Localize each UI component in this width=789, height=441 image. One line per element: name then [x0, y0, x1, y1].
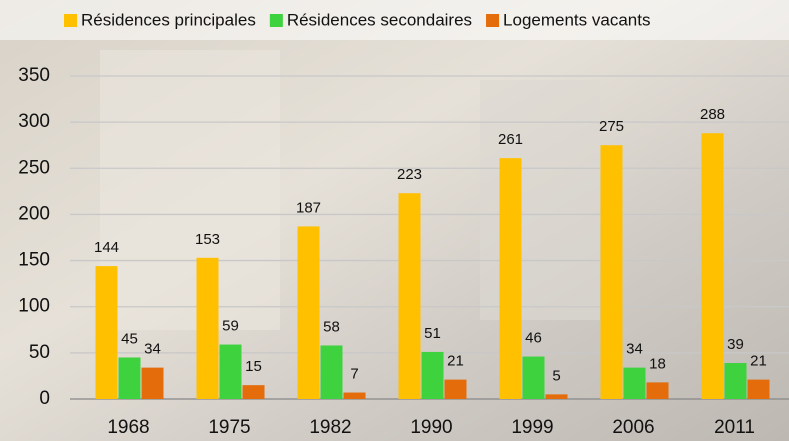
x-tick-label: 1999 — [511, 417, 553, 438]
bar — [545, 394, 568, 399]
value-label: 153 — [195, 231, 220, 248]
value-label: 7 — [350, 366, 358, 383]
bar — [623, 367, 646, 399]
bar — [219, 344, 242, 399]
bar — [499, 158, 522, 399]
value-label: 21 — [447, 353, 464, 370]
value-label: 34 — [626, 341, 643, 358]
y-tick-label: 50 — [29, 342, 50, 363]
bar — [701, 133, 724, 399]
bar — [95, 266, 118, 399]
value-label: 288 — [700, 106, 725, 123]
legend: Résidences principales Résidences seconda… — [64, 10, 650, 29]
x-tick-label: 2011 — [714, 417, 755, 438]
y-tick-label: 350 — [18, 65, 50, 86]
y-tick-label: 250 — [18, 157, 50, 178]
value-label: 46 — [525, 330, 542, 347]
legend-band — [0, 0, 789, 40]
value-label: 18 — [649, 355, 666, 372]
bar — [141, 367, 164, 399]
legend-label: Résidences secondaires — [287, 10, 472, 29]
x-tick-label: 1968 — [107, 417, 149, 438]
value-label: 21 — [750, 353, 767, 370]
legend-swatch — [269, 14, 283, 27]
legend-label: Logements vacants — [503, 10, 650, 29]
value-label: 187 — [296, 199, 321, 216]
bar — [118, 357, 141, 399]
value-label: 51 — [424, 325, 441, 342]
y-tick-label: 200 — [18, 203, 50, 224]
background-building — [480, 80, 600, 320]
bar — [398, 193, 421, 399]
bar — [320, 345, 343, 399]
value-label: 45 — [121, 330, 138, 347]
legend-swatch — [64, 14, 77, 27]
bar — [196, 257, 219, 399]
background-building — [100, 50, 280, 330]
value-label: 5 — [552, 367, 560, 384]
legend-label: Résidences principales — [81, 10, 256, 29]
value-label: 34 — [144, 341, 161, 358]
bar — [444, 379, 467, 399]
value-label: 59 — [222, 318, 239, 335]
value-label: 15 — [245, 358, 262, 375]
x-tick-label: 1982 — [309, 417, 351, 438]
value-label: 144 — [94, 239, 119, 256]
y-tick-label: 0 — [39, 388, 50, 409]
bar — [522, 356, 545, 399]
bar — [343, 392, 366, 399]
bar — [421, 351, 444, 399]
value-label: 39 — [727, 336, 744, 353]
bar — [646, 382, 669, 399]
value-label: 223 — [397, 166, 422, 183]
bar — [242, 385, 265, 399]
x-tick-label: 2006 — [612, 417, 654, 438]
x-tick-label: 1975 — [208, 417, 250, 438]
value-label: 261 — [498, 131, 523, 148]
value-label: 275 — [599, 118, 624, 135]
y-tick-label: 300 — [18, 111, 50, 132]
value-label: 58 — [323, 318, 340, 335]
bar — [297, 226, 320, 399]
x-tick-label: 1990 — [410, 417, 452, 438]
legend-swatch — [486, 14, 500, 27]
bar — [747, 379, 770, 399]
bar — [600, 145, 623, 399]
bar — [724, 363, 747, 399]
y-tick-label: 150 — [18, 250, 50, 271]
y-tick-label: 100 — [18, 296, 50, 317]
